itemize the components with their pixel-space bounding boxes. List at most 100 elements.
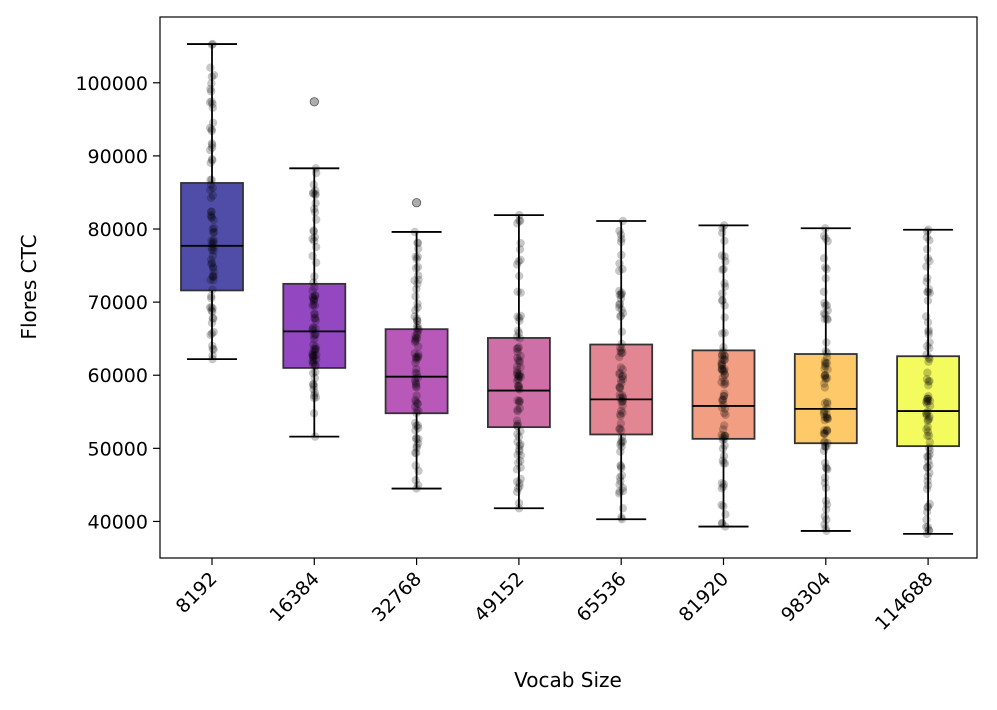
data-point — [923, 481, 933, 490]
data-point — [616, 461, 625, 470]
data-point — [413, 439, 423, 448]
data-point — [410, 376, 420, 386]
data-point — [310, 313, 320, 323]
y-tick-label-60000: 60000 — [88, 365, 148, 387]
data-point — [410, 402, 420, 411]
data-point — [718, 347, 728, 356]
data-point — [721, 257, 730, 266]
data-point — [208, 313, 217, 323]
data-point — [515, 482, 524, 491]
data-point — [311, 342, 320, 351]
data-point — [412, 369, 422, 379]
data-point — [311, 316, 321, 325]
data-point — [208, 118, 218, 127]
data-point — [515, 396, 524, 406]
data-point — [617, 513, 626, 522]
data-point — [617, 327, 627, 336]
data-point — [208, 354, 217, 364]
data-point — [512, 416, 522, 425]
data-point — [719, 400, 728, 409]
data-point — [411, 263, 421, 273]
data-point — [820, 438, 829, 447]
data-point — [311, 168, 321, 178]
data-point — [309, 278, 318, 287]
data-point — [717, 430, 726, 440]
data-point — [923, 476, 932, 486]
data-point — [410, 227, 419, 237]
points-98304 — [819, 224, 832, 536]
data-point — [721, 522, 730, 531]
data-point — [207, 239, 216, 249]
data-point — [922, 262, 931, 271]
data-point — [924, 392, 933, 401]
data-point — [822, 338, 831, 347]
data-point — [820, 442, 830, 451]
chart-marks — [180, 39, 960, 539]
data-point — [209, 246, 218, 256]
data-point — [616, 363, 626, 372]
data-point — [207, 175, 216, 184]
data-point — [311, 361, 320, 370]
data-point — [820, 429, 829, 438]
data-point — [922, 232, 932, 242]
data-point — [618, 308, 628, 318]
data-point — [414, 434, 423, 444]
data-point — [515, 356, 524, 365]
data-point — [823, 413, 832, 422]
data-point — [923, 318, 933, 327]
data-point — [819, 309, 829, 318]
data-point — [618, 483, 628, 493]
data-point — [414, 342, 423, 351]
data-point — [207, 72, 217, 81]
data-point — [822, 442, 831, 451]
data-point — [413, 330, 422, 339]
data-point — [719, 391, 729, 401]
data-point — [617, 432, 627, 442]
data-point — [310, 388, 320, 398]
data-point — [414, 406, 423, 416]
data-point — [414, 324, 423, 333]
data-point — [411, 378, 421, 388]
data-point — [720, 313, 729, 322]
data-point — [513, 312, 522, 321]
data-point — [615, 286, 624, 296]
data-point — [823, 306, 832, 315]
data-point — [310, 301, 320, 310]
data-point — [208, 251, 218, 260]
data-point — [823, 315, 832, 324]
data-point — [820, 383, 830, 392]
data-point — [309, 379, 318, 389]
data-point — [308, 286, 317, 296]
data-point — [616, 230, 626, 239]
data-point — [512, 465, 522, 474]
data-point — [717, 478, 727, 488]
data-point — [923, 394, 932, 403]
data-point — [411, 395, 420, 405]
data-point — [823, 414, 832, 424]
data-point — [923, 394, 932, 403]
y-axis-label: Flores CTC — [17, 234, 41, 339]
data-point — [924, 443, 934, 452]
data-point — [922, 375, 932, 384]
data-point — [718, 296, 727, 305]
data-point — [717, 403, 727, 412]
x-axis-label: Vocab Size — [514, 668, 622, 692]
data-point — [823, 465, 832, 474]
box-group-114688 — [896, 225, 960, 539]
data-point — [719, 502, 728, 511]
data-point — [311, 344, 321, 354]
y-tick-label-90000: 90000 — [88, 146, 148, 168]
data-point — [615, 370, 624, 379]
data-point — [207, 212, 216, 222]
data-point — [310, 314, 319, 323]
data-point — [311, 432, 320, 441]
data-point — [822, 526, 831, 536]
data-point — [310, 347, 320, 356]
data-point — [924, 526, 934, 535]
data-point — [618, 504, 628, 513]
x-tick-label-81920: 81920 — [675, 568, 733, 626]
data-point — [309, 226, 318, 235]
data-point — [208, 99, 217, 109]
data-point — [718, 435, 728, 445]
data-point — [616, 376, 626, 385]
